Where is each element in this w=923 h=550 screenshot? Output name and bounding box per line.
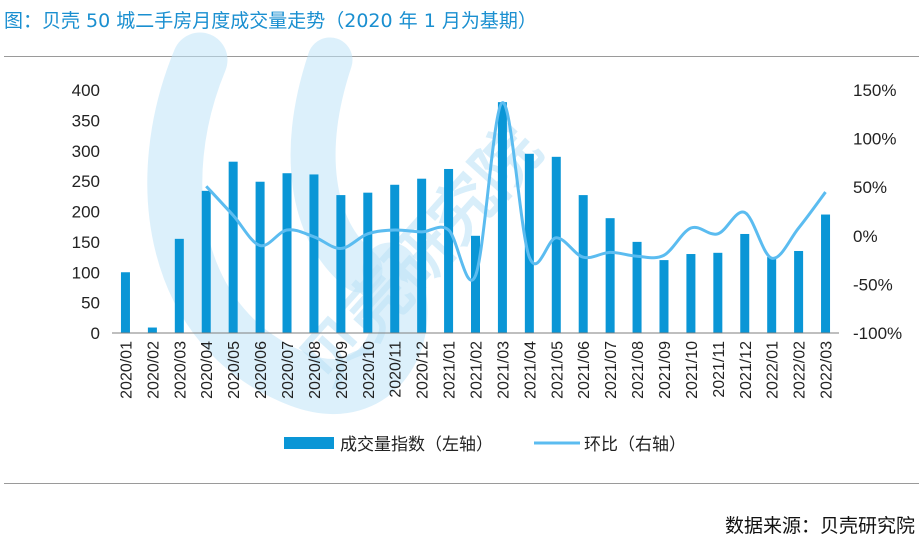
- bar: [282, 173, 292, 333]
- left-tick-label: 300: [72, 142, 100, 161]
- bar: [255, 181, 265, 333]
- bar: [767, 257, 777, 333]
- left-tick-label: 250: [72, 172, 100, 191]
- x-tick-label: 2020/06: [253, 341, 270, 399]
- x-tick-label: 2020/10: [361, 341, 378, 399]
- left-tick-label: 400: [72, 81, 100, 100]
- x-tick-label: 2021/10: [684, 341, 701, 399]
- x-tick-label: 2021/08: [630, 341, 647, 399]
- bar: [497, 102, 507, 334]
- footer-divider: [4, 483, 919, 484]
- left-tick-label: 150: [72, 233, 100, 252]
- x-axis-ticks: 2020/01 2020/02 2020/03 2020/04 2020/05 2020/…: [118, 341, 835, 399]
- left-axis-ticks: 0 50 100 150 200 250 300 350 400: [72, 81, 100, 343]
- x-tick-label: 2021/05: [549, 341, 566, 399]
- chart-title: 图：贝壳 50 城二手房月度成交量走势（2020 年 1 月为基期）: [4, 10, 537, 32]
- data-source: 数据来源：贝壳研究院: [724, 515, 915, 537]
- right-tick-label: 0%: [853, 227, 878, 246]
- bar: [713, 252, 723, 333]
- x-tick-label: 2021/01: [442, 341, 459, 399]
- x-tick-label: 2020/11: [388, 341, 405, 398]
- x-tick-label: 2021/11: [711, 341, 728, 398]
- bar: [605, 218, 615, 333]
- bar: [686, 254, 696, 333]
- legend-bar-swatch: [284, 437, 334, 449]
- bar: [794, 250, 804, 333]
- x-tick-label: 2020/04: [199, 341, 216, 399]
- bar: [821, 214, 831, 333]
- legend: 成交量指数（左轴） 环比（右轴）: [284, 435, 686, 454]
- legend-bar-label: 成交量指数（左轴）: [340, 435, 493, 454]
- bar: [551, 156, 561, 333]
- legend-line-label: 环比（右轴）: [584, 435, 686, 454]
- x-tick-label: 2022/02: [792, 341, 809, 399]
- bar: [632, 241, 642, 333]
- bar: [740, 233, 750, 333]
- x-tick-label: 2021/07: [603, 341, 620, 399]
- x-tick-label: 2022/01: [765, 341, 782, 399]
- x-tick-label: 2020/01: [118, 341, 135, 399]
- bar-series: [120, 102, 831, 334]
- bar: [390, 184, 400, 333]
- x-tick-label: 2021/03: [495, 341, 512, 399]
- right-tick-label: -50%: [853, 275, 893, 294]
- left-tick-label: 100: [72, 263, 100, 282]
- bar: [309, 174, 319, 333]
- left-tick-label: 50: [81, 294, 100, 313]
- x-tick-label: 2020/03: [172, 341, 189, 399]
- bar: [336, 195, 346, 333]
- x-tick-label: 2020/05: [226, 341, 243, 399]
- bar: [444, 168, 454, 333]
- right-tick-label: -100%: [853, 324, 902, 343]
- x-tick-label: 2020/12: [415, 341, 432, 399]
- x-tick-label: 2022/03: [819, 341, 836, 399]
- left-tick-label: 0: [91, 324, 100, 343]
- line-series: [205, 101, 827, 282]
- right-tick-label: 50%: [853, 178, 887, 197]
- bar: [174, 238, 184, 333]
- bar: [363, 192, 373, 333]
- bar: [228, 161, 238, 333]
- right-axis-ticks: -100% -50% 0% 50% 100% 150%: [853, 81, 902, 343]
- bar: [659, 260, 669, 333]
- bar: [147, 327, 157, 333]
- left-tick-label: 200: [72, 203, 100, 222]
- x-tick-label: 2020/09: [334, 341, 351, 399]
- left-tick-label: 350: [72, 111, 100, 130]
- bar: [120, 272, 130, 333]
- x-tick-label: 2020/02: [145, 341, 162, 399]
- bar: [417, 178, 427, 333]
- x-tick-label: 2021/02: [469, 341, 486, 399]
- x-tick-label: 2021/12: [738, 341, 755, 399]
- bar: [201, 190, 211, 333]
- x-tick-label: 2020/08: [307, 341, 324, 399]
- bar: [471, 235, 480, 333]
- x-tick-label: 2020/07: [280, 341, 297, 399]
- watermark-shape: [147, 32, 428, 414]
- x-tick-label: 2021/09: [657, 341, 674, 399]
- bar: [578, 195, 588, 333]
- x-tick-label: 2021/06: [576, 341, 593, 399]
- right-tick-label: 150%: [853, 81, 896, 100]
- title-divider: [4, 56, 919, 57]
- bar: [524, 153, 534, 333]
- right-tick-label: 100%: [853, 130, 896, 149]
- x-tick-label: 2021/04: [522, 341, 539, 399]
